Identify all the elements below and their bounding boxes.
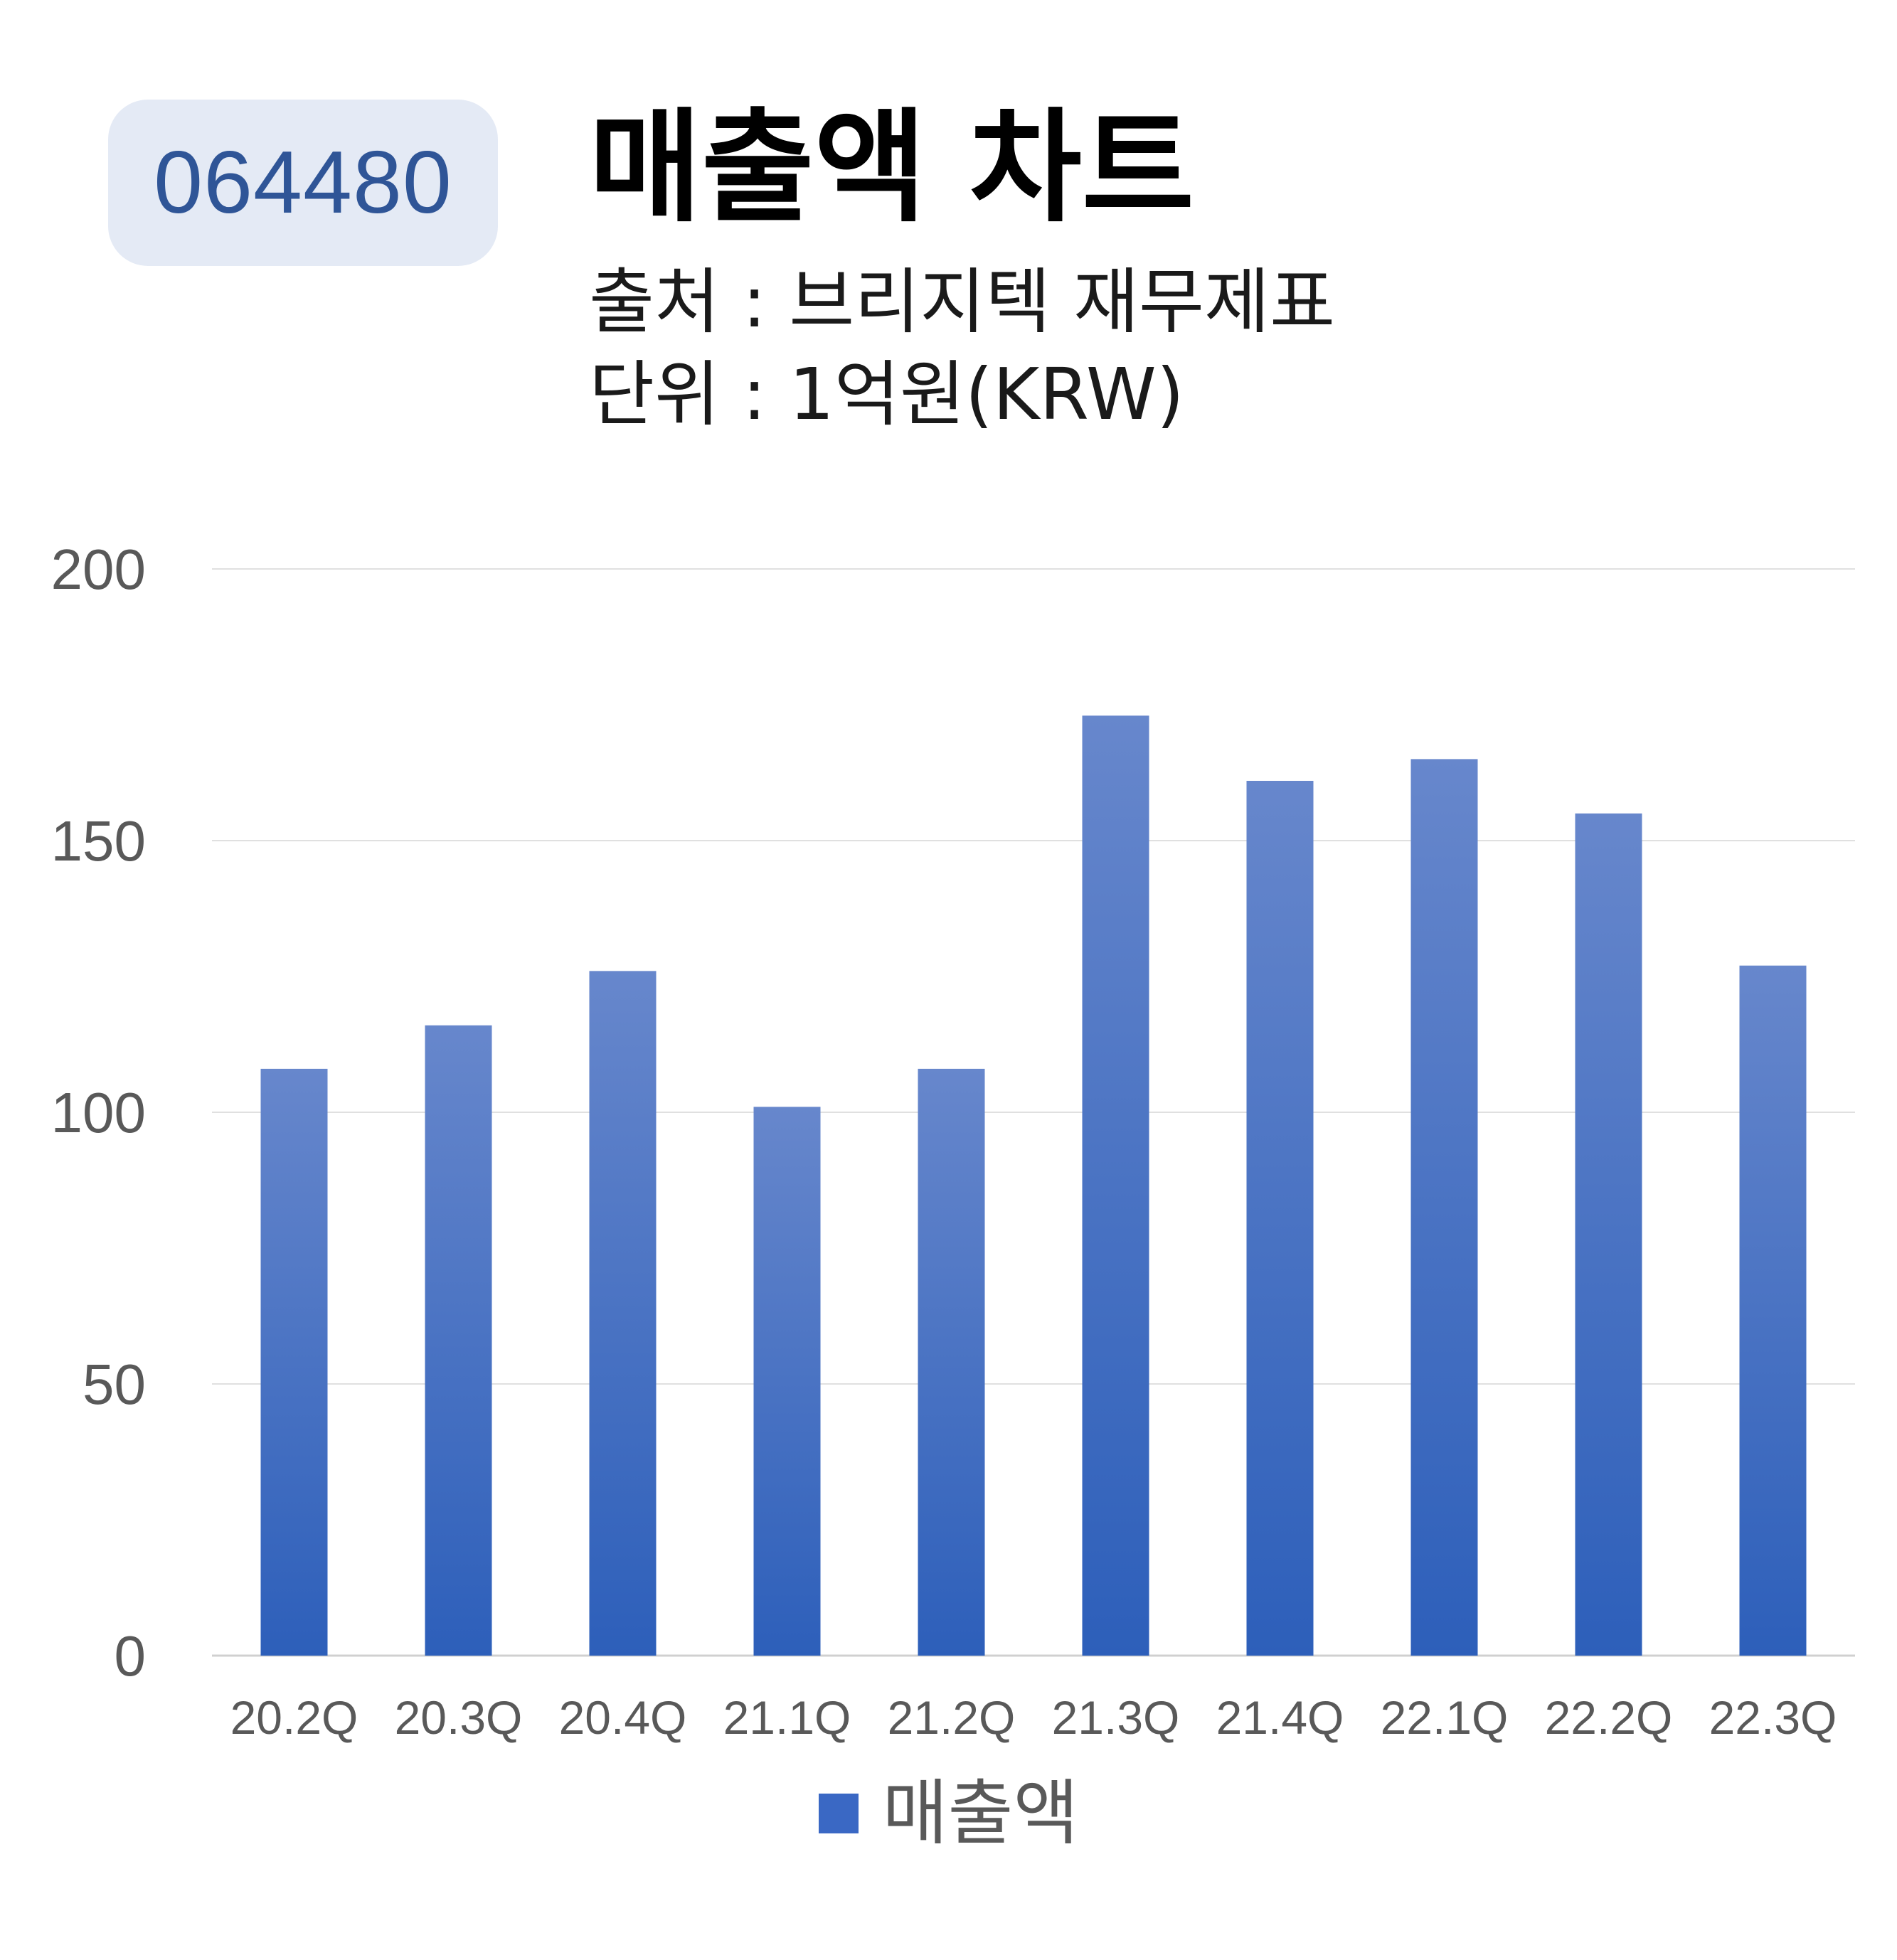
legend-label: 매출액 (882, 1772, 1079, 1855)
bar-20.4Q (589, 971, 657, 1656)
bar-21.2Q (918, 1068, 985, 1656)
unit-note: 단위 : 1억원(KRW) (589, 353, 1184, 436)
source-note: 출처 : 브리지텍 재무제표 (589, 260, 1336, 343)
x-tick-label: 20.3Q (395, 1691, 523, 1744)
y-axis-ticks: 0 50 100 150 200 (51, 538, 146, 1688)
bar-20.3Q (425, 1025, 492, 1656)
legend-swatch (818, 1794, 859, 1833)
ticker-badge: 064480 (108, 100, 498, 266)
bar-22.2Q (1575, 813, 1642, 1656)
ticker-code: 064480 (154, 134, 452, 232)
y-tick-label: 0 (115, 1624, 147, 1688)
y-tick-label: 200 (51, 538, 146, 601)
bar-21.3Q (1082, 715, 1149, 1656)
bar-20.2Q (260, 1068, 328, 1656)
x-tick-label: 22.3Q (1709, 1691, 1837, 1744)
y-tick-label: 50 (83, 1353, 146, 1416)
y-tick-label: 100 (51, 1081, 146, 1144)
x-tick-label: 21.4Q (1216, 1691, 1344, 1744)
x-tick-label: 22.2Q (1545, 1691, 1673, 1744)
x-tick-label: 22.1Q (1381, 1691, 1509, 1744)
bars (260, 715, 1807, 1656)
x-axis-ticks: 20.2Q 20.3Q 20.4Q 21.1Q 21.2Q 21.3Q 21.4Q 22.1Q… (230, 1691, 1837, 1744)
x-tick-label: 21.2Q (888, 1691, 1016, 1744)
legend: 매출액 (0, 1778, 1897, 1849)
x-tick-label: 21.3Q (1052, 1691, 1180, 1744)
bar-21.4Q (1246, 780, 1314, 1656)
x-tick-label: 20.2Q (230, 1691, 358, 1744)
y-tick-label: 150 (51, 809, 146, 873)
chart-title: 매출액 차트 (589, 96, 1195, 239)
bar-22.3Q (1739, 965, 1807, 1656)
x-tick-label: 20.4Q (559, 1691, 687, 1744)
x-tick-label: 21.1Q (723, 1691, 851, 1744)
bar-22.1Q (1410, 759, 1478, 1656)
bar-21.1Q (753, 1107, 821, 1656)
